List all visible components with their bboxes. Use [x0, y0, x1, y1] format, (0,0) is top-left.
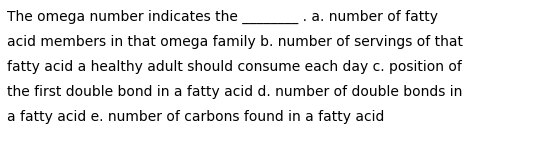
Text: The omega number indicates the ________ . a. number of fatty: The omega number indicates the ________ … — [7, 10, 438, 24]
Text: acid members in that omega family b. number of servings of that: acid members in that omega family b. num… — [7, 35, 463, 49]
Text: fatty acid a healthy adult should consume each day c. position of: fatty acid a healthy adult should consum… — [7, 60, 462, 74]
Text: a fatty acid e. number of carbons found in a fatty acid: a fatty acid e. number of carbons found … — [7, 110, 384, 124]
Text: the first double bond in a fatty acid d. number of double bonds in: the first double bond in a fatty acid d.… — [7, 85, 463, 99]
